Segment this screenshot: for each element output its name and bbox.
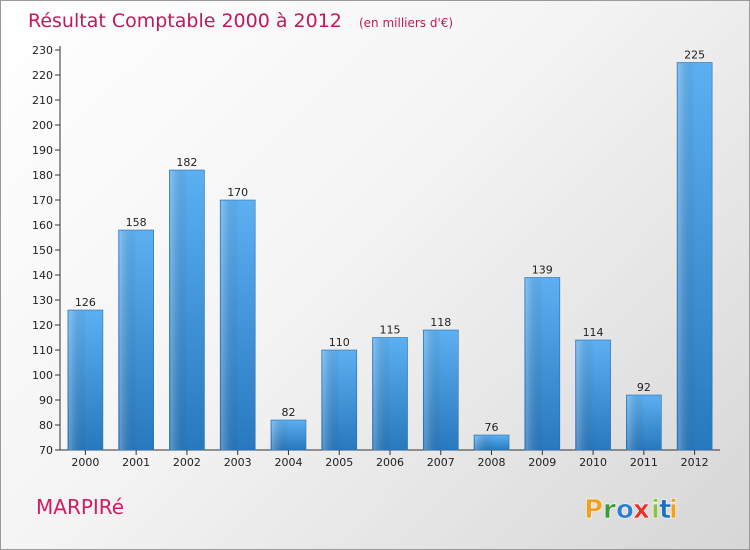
bar-value-label: 139 [532,264,553,277]
x-tick-label: 2009 [528,456,556,469]
bar-highlight [221,201,239,450]
y-tick-label: 80 [39,419,53,432]
bar-highlight [271,421,290,450]
bar-highlight [119,231,138,450]
logo-letter: x [633,495,650,525]
x-tick-label: 2004 [274,456,302,469]
x-tick-label: 2000 [71,456,99,469]
x-tick-label: 2011 [630,456,658,469]
bar-value-label: 118 [430,316,451,329]
y-tick-label: 70 [39,444,53,457]
bar-highlight [322,351,341,450]
bar-value-label: 114 [583,326,604,339]
commune-name: MARPIRé [36,495,124,519]
y-tick-label: 180 [32,169,53,182]
bar-value-label: 110 [329,336,350,349]
y-tick-label: 160 [32,219,53,232]
y-tick-label: 230 [32,44,53,57]
bar-highlight [373,338,391,450]
y-tick-label: 170 [32,194,53,207]
bar-highlight [627,396,645,450]
x-tick-label: 2001 [122,456,150,469]
bar-value-label: 92 [637,381,651,394]
bar-highlight [576,341,595,450]
logo-letter: t [659,495,671,525]
y-tick-label: 150 [32,244,53,257]
x-tick-label: 2007 [427,456,455,469]
logo-letter: i [651,495,660,525]
bar-value-label: 126 [75,296,96,309]
bar-value-label: 158 [126,216,147,229]
x-tick-label: 2006 [376,456,404,469]
chart-title-main: Résultat Comptable 2000 à 2012 [28,10,342,32]
x-tick-label: 2005 [325,456,353,469]
bar-value-label: 115 [380,324,401,337]
y-tick-label: 110 [32,344,53,357]
chart-title: Résultat Comptable 2000 à 2012 (en milli… [28,10,453,32]
bar-value-label: 170 [227,186,248,199]
logo-letter: i [669,495,678,525]
bar-value-label: 182 [176,156,197,169]
chart-bars: 126 158 182 170 82 110 115 118 76 139 114 92 225 [67,49,713,451]
logo-letter: o [616,495,634,525]
bar-highlight [678,63,696,450]
y-tick-label: 140 [32,269,53,282]
y-tick-label: 130 [32,294,53,307]
y-tick-label: 190 [32,144,53,157]
x-tick-label: 2008 [478,456,506,469]
bar-highlight [475,436,493,450]
logo-letter: P [584,495,603,525]
x-tick-label: 2003 [224,456,252,469]
y-tick-label: 120 [32,319,53,332]
x-tick-label: 2012 [681,456,709,469]
chart-title-unit: (en milliers d'€) [359,16,453,30]
bar-value-label: 76 [485,421,499,434]
logo-letter: r [603,495,616,525]
x-tick-label: 2002 [173,456,201,469]
bar-value-label: 82 [281,406,295,419]
y-tick-label: 100 [32,369,53,382]
bar-highlight [170,171,188,450]
y-tick-label: 90 [39,394,53,407]
y-tick-label: 210 [32,94,53,107]
bar-highlight [525,278,544,450]
y-tick-label: 220 [32,69,53,82]
bar-highlight [68,311,87,450]
x-tick-label: 2010 [579,456,607,469]
y-tick-label: 200 [32,119,53,132]
bar-value-label: 225 [684,49,705,62]
bar-highlight [424,331,442,450]
